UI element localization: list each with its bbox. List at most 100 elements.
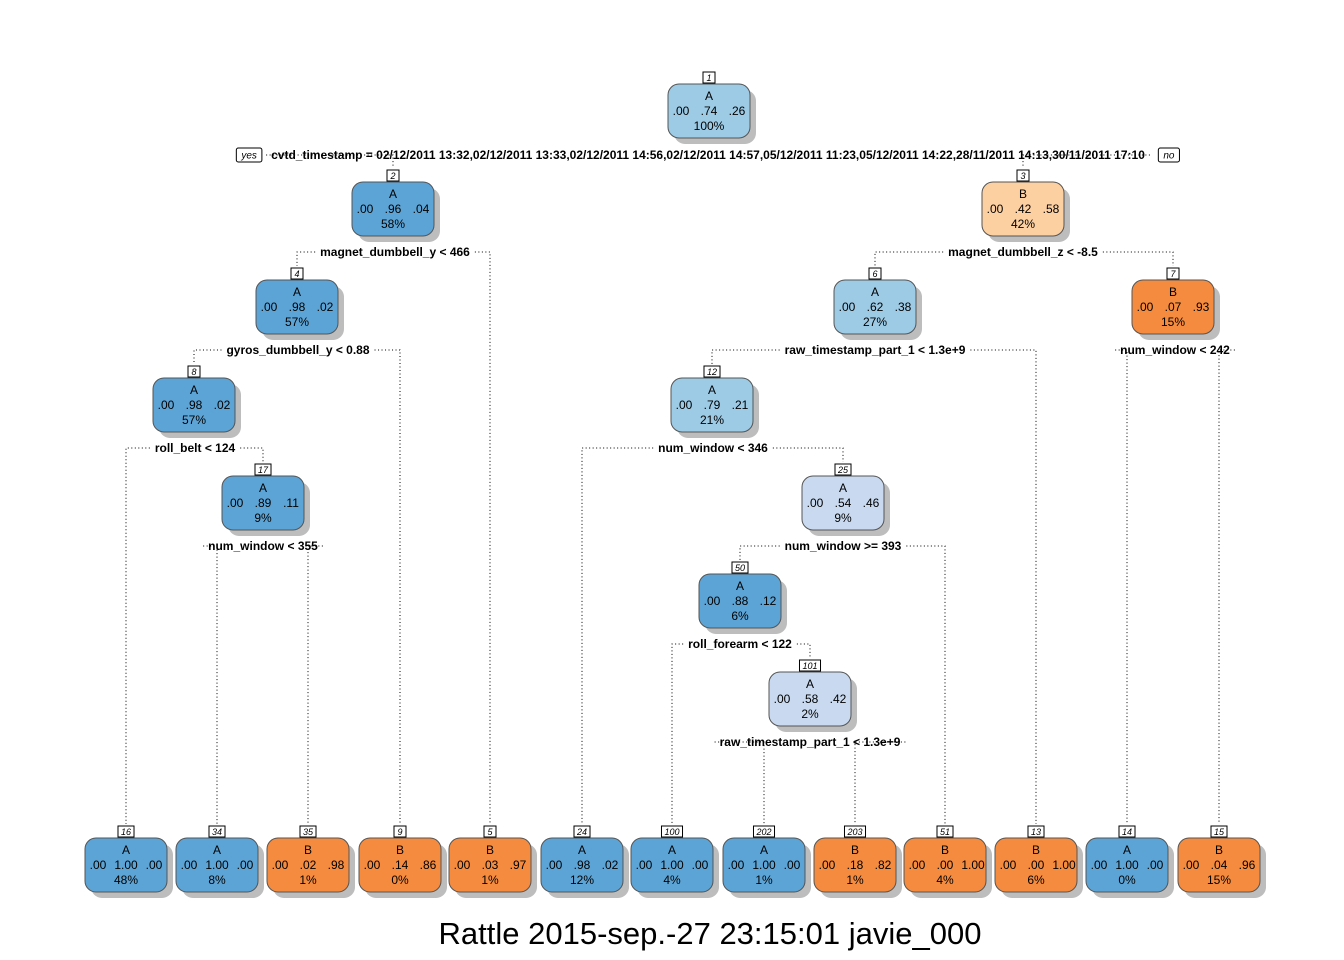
node-box [1085, 837, 1169, 893]
yes-tag-box [235, 147, 263, 163]
node-box [255, 279, 339, 335]
node-prob: .02 [317, 300, 334, 314]
tree-node-15: 15 B .00 .04 .96 15% [1177, 825, 1266, 898]
node-id: 12 [707, 367, 717, 377]
node-percent: 9% [254, 511, 272, 525]
node-class: B [396, 843, 404, 857]
node-prob: .00 [1091, 858, 1108, 872]
split-label: cvtd_timestamp = 02/12/2011 13:32,02/12/… [271, 148, 1145, 162]
node-box [1177, 837, 1261, 893]
node-percent: 27% [863, 315, 887, 329]
node-id: 2 [389, 171, 395, 181]
node-prob: .00 [546, 858, 563, 872]
node-prob: .18 [847, 858, 864, 872]
node-percent: 15% [1161, 315, 1185, 329]
node-prob: .58 [1043, 202, 1060, 216]
node-id: 9 [397, 827, 402, 837]
node-class: B [304, 843, 312, 857]
node-box [994, 837, 1078, 893]
node-prob: .00 [158, 398, 175, 412]
split-label: magnet_dumbbell_z < -8.5 [948, 245, 1098, 259]
node-box [266, 837, 350, 893]
node-box [630, 837, 714, 893]
node-prob: .89 [255, 496, 272, 510]
node-prob: .00 [839, 300, 856, 314]
node-prob: .07 [1165, 300, 1182, 314]
node-prob: .00 [636, 858, 653, 872]
node-prob: .04 [413, 202, 430, 216]
node-prob: .00 [987, 202, 1004, 216]
node-prob: .58 [802, 692, 819, 706]
node-prob: .38 [895, 300, 912, 314]
node-id-box [1016, 169, 1030, 182]
node-prob: .00 [909, 858, 926, 872]
node-id: 51 [940, 827, 950, 837]
node-percent: 4% [663, 873, 681, 887]
tree-node-25: 25 A .00 .54 .46 9% [801, 463, 890, 536]
tree-edge [854, 741, 906, 824]
node-id-box [868, 267, 882, 280]
node-box [448, 837, 532, 893]
node-id-box [702, 71, 716, 84]
node-class: A [259, 481, 267, 495]
split-label: num_window < 346 [658, 441, 768, 455]
node-prob: 1.00 [961, 858, 985, 872]
node-prob: .00 [937, 858, 954, 872]
node-class: A [1123, 843, 1131, 857]
tree-edge [307, 545, 323, 824]
tree-node-17: 17 A .00 .89 .11 9% [221, 463, 310, 536]
tree-node-3: 3 B .00 .42 .58 42% [981, 169, 1070, 242]
node-class: A [705, 89, 713, 103]
tree-node-100: 100 A .00 1.00 .00 4% [630, 825, 719, 898]
node-prob: .62 [867, 300, 884, 314]
tree-edge [714, 741, 765, 824]
node-percent: 1% [846, 873, 864, 887]
node-id-box [290, 267, 304, 280]
node-class: A [708, 383, 716, 397]
node-prob: .93 [1193, 300, 1210, 314]
node-class: A [871, 285, 879, 299]
node-prob: .00 [784, 858, 801, 872]
node-box [540, 837, 624, 893]
node-prob: 1.00 [114, 858, 138, 872]
node-id: 24 [576, 827, 587, 837]
node-percent: 42% [1011, 217, 1035, 231]
node-prob: .00 [728, 858, 745, 872]
tree-node-14: 14 A .00 1.00 .00 0% [1085, 825, 1174, 898]
node-id-box [1210, 825, 1228, 838]
node-id-box [483, 825, 497, 838]
node-id: 16 [121, 827, 131, 837]
node-id: 34 [212, 827, 222, 837]
node-id-box [731, 561, 749, 574]
node-percent: 6% [1027, 873, 1045, 887]
tree-edge [772, 447, 844, 462]
tree-node-7: 7 B .00 .07 .93 15% [1131, 267, 1220, 340]
node-prob: .00 [1137, 300, 1154, 314]
node-percent: 1% [755, 873, 773, 887]
node-id-box [393, 825, 407, 838]
node-id: 203 [846, 827, 862, 837]
tree-edge [581, 447, 654, 824]
node-class: A [839, 481, 847, 495]
split-label: roll_forearm < 122 [688, 637, 792, 651]
node-prob: .00 [454, 858, 471, 872]
split-label: magnet_dumbbell_y < 466 [320, 245, 470, 259]
node-prob: .42 [1015, 202, 1032, 216]
node-class: A [736, 579, 744, 593]
node-prob: .42 [830, 692, 847, 706]
node-class: A [760, 843, 768, 857]
node-id-box [1166, 267, 1180, 280]
tree-edge [739, 545, 780, 560]
node-prob: .12 [760, 594, 777, 608]
node-id-box [386, 169, 400, 182]
tree-edge [671, 643, 684, 824]
node-percent: 57% [285, 315, 309, 329]
node-prob: .00 [676, 398, 693, 412]
node-prob: .79 [704, 398, 721, 412]
tree-node-6: 6 A .00 .62 .38 27% [833, 267, 922, 340]
split-labels: cvtd_timestamp = 02/12/2011 13:32,02/12/… [155, 147, 1230, 749]
split-label: num_window < 242 [1120, 343, 1230, 357]
node-percent: 0% [1118, 873, 1136, 887]
node-prob: .82 [875, 858, 892, 872]
node-prob: .00 [146, 858, 163, 872]
